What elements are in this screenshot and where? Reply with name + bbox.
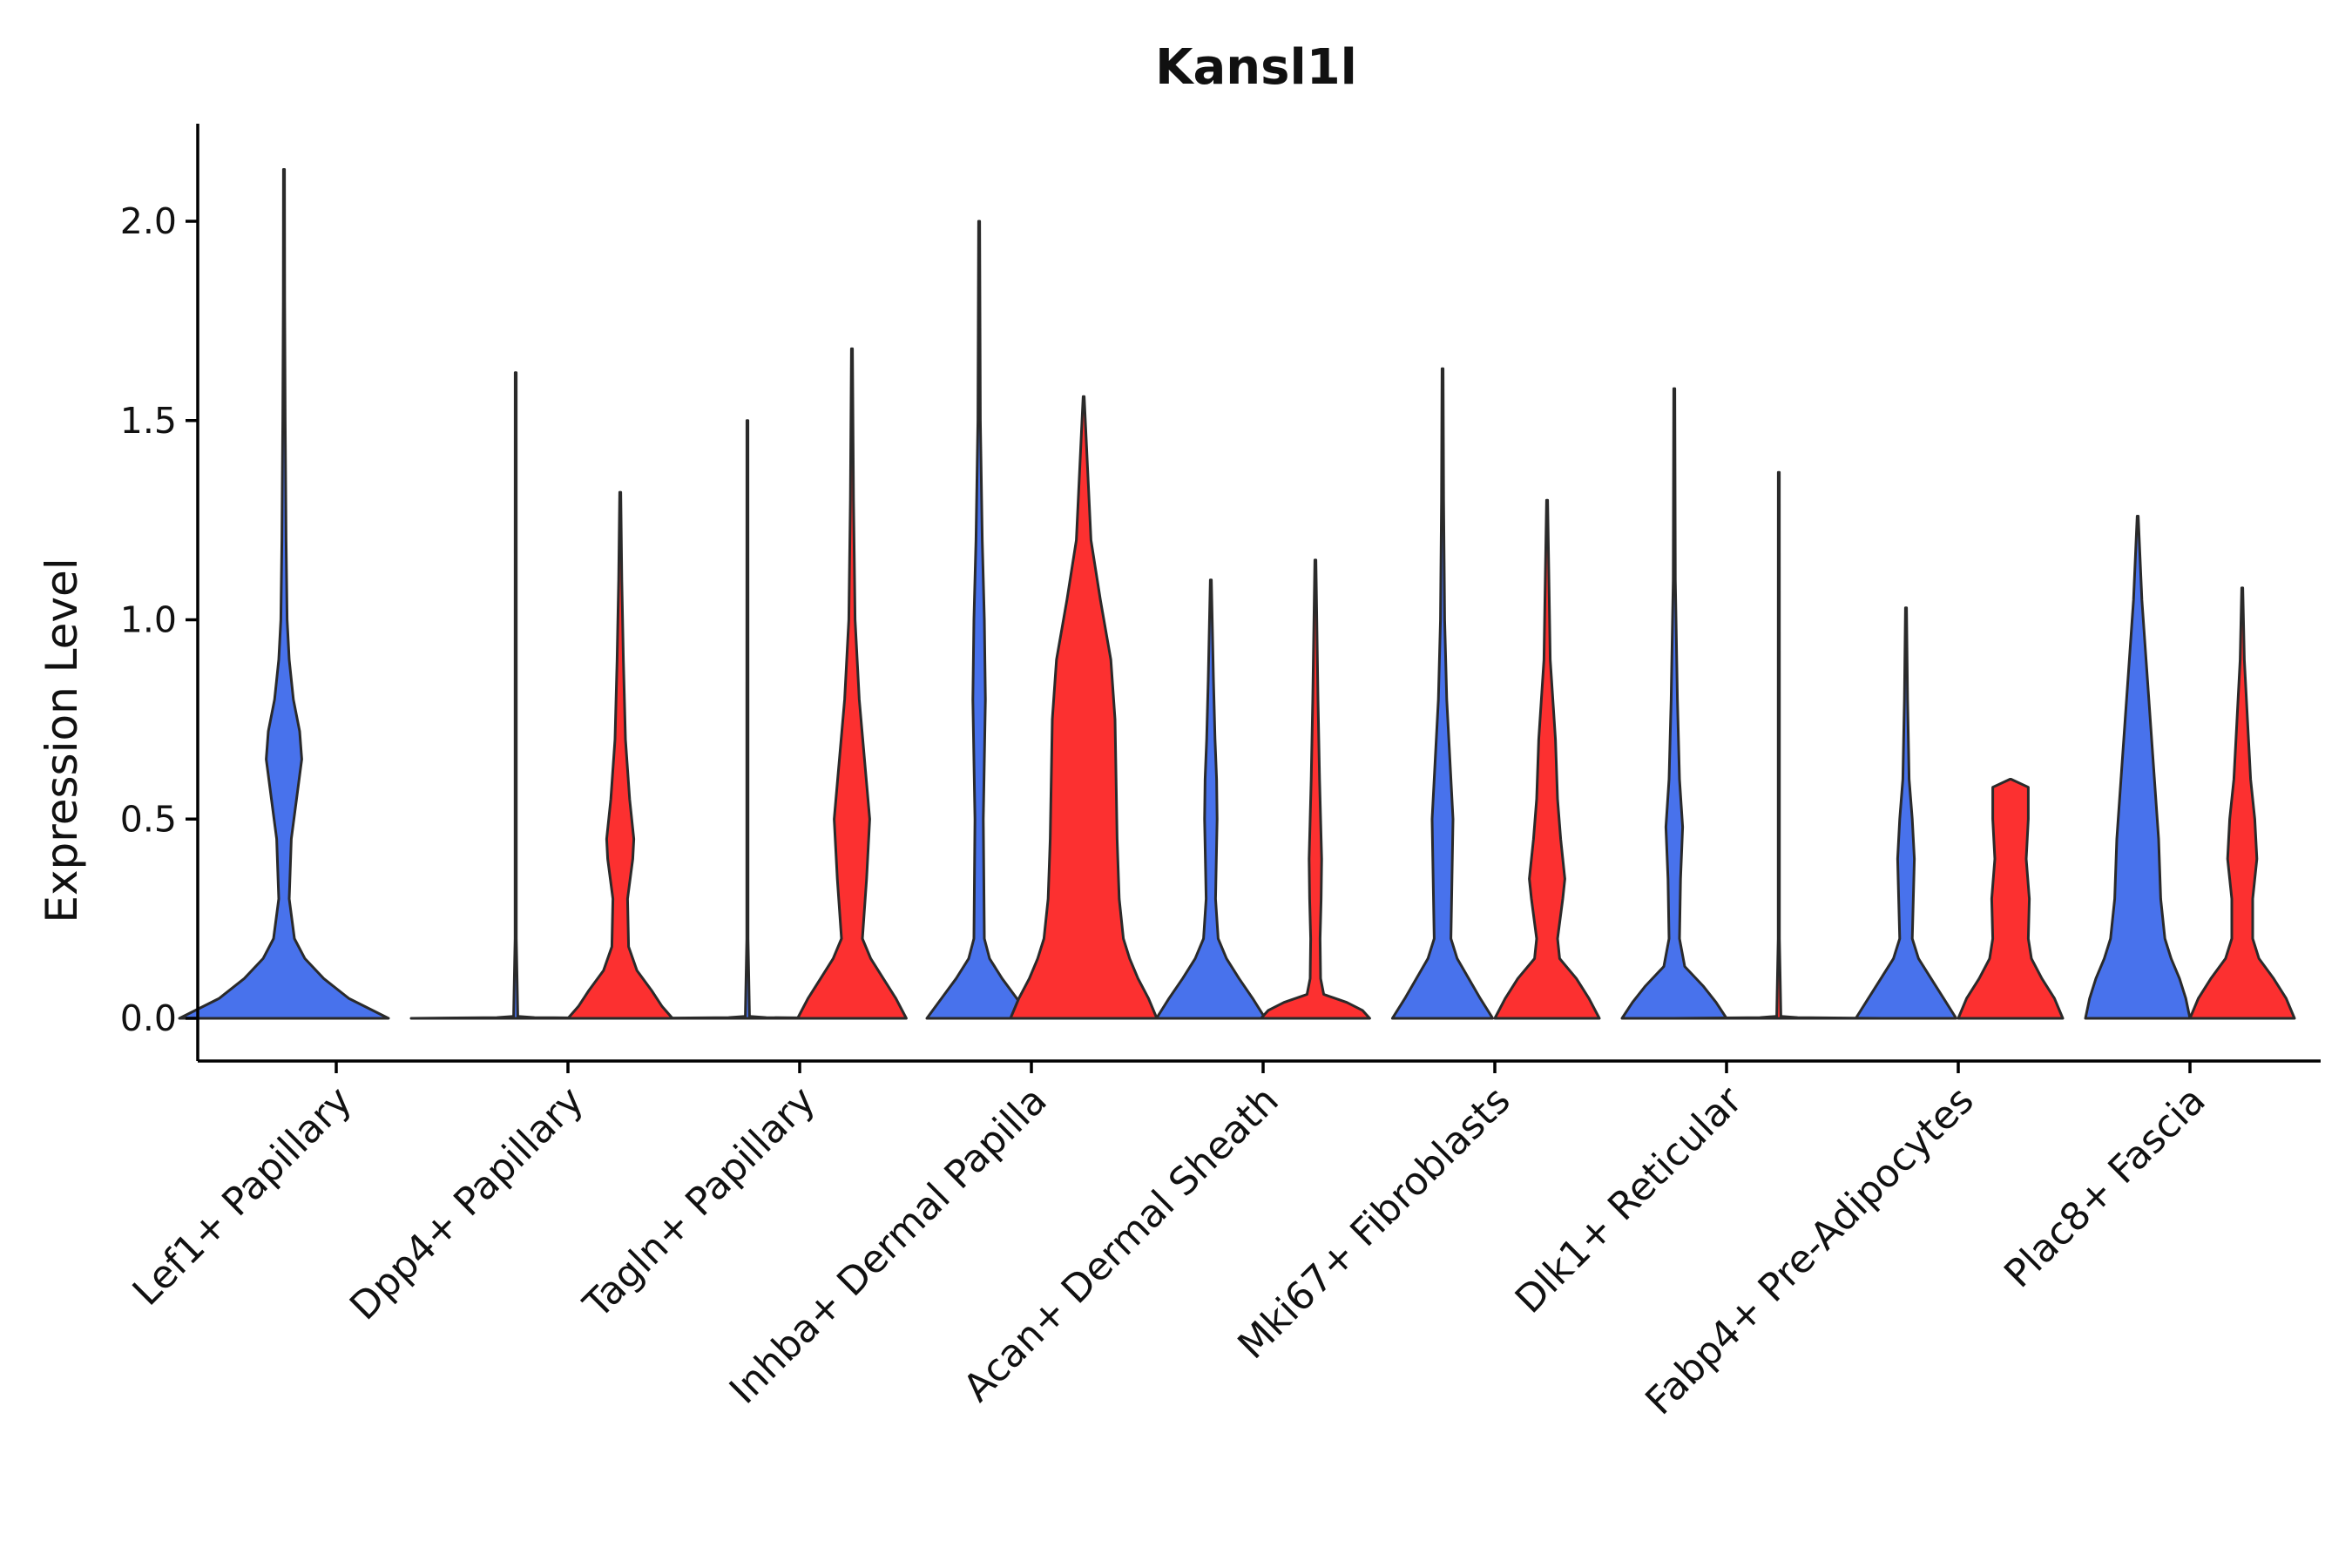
violin-group_b-8 bbox=[1957, 778, 2065, 1020]
chart-title: Kansl1l bbox=[1155, 39, 1357, 96]
violin-group_b-3 bbox=[796, 347, 908, 1020]
y-tick-label: 0.5 bbox=[120, 798, 177, 840]
violin-group_b-7 bbox=[1673, 470, 1885, 1020]
y-tick-label: 1.5 bbox=[120, 400, 177, 442]
x-tick-label: Lef1+ Papillary bbox=[125, 1078, 361, 1315]
violin-group_a-2 bbox=[409, 371, 622, 1020]
y-axis-label: Expression Level bbox=[37, 558, 87, 923]
violin-group_a-5 bbox=[1155, 578, 1267, 1020]
violin-group_b-2 bbox=[566, 490, 674, 1020]
axes bbox=[196, 124, 2321, 1063]
violin-group_a-4 bbox=[925, 220, 1033, 1020]
x-tick-label: Plac8+ Fascia bbox=[1996, 1078, 2214, 1297]
violin-group_a-6 bbox=[1390, 367, 1495, 1020]
y-tick-label: 0.0 bbox=[120, 997, 177, 1039]
violin-group_a-3 bbox=[641, 419, 854, 1020]
x-tick-label: Tagln+ Papillary bbox=[575, 1078, 824, 1328]
y-tick-label: 2.0 bbox=[120, 200, 177, 242]
violin-group_a-1 bbox=[178, 168, 390, 1020]
violin-group_b-9 bbox=[2188, 586, 2296, 1020]
y-ticks: 0.0 0.5 1.0 1.5 2.0 bbox=[120, 200, 198, 1039]
violin-group_a-8 bbox=[1854, 606, 1958, 1020]
x-tick-label: Dpp4+ Papillary bbox=[341, 1078, 592, 1329]
x-tick-label: Dlk1+ Reticular bbox=[1507, 1078, 1752, 1322]
violin-group_a-9 bbox=[2084, 515, 2192, 1020]
violin-group_b-4 bbox=[1009, 395, 1159, 1020]
violin-layer bbox=[178, 168, 2296, 1020]
violin-group_a-7 bbox=[1620, 387, 1728, 1020]
y-tick-label: 1.0 bbox=[120, 599, 177, 641]
violin-group_b-5 bbox=[1260, 558, 1371, 1020]
violin-group_b-6 bbox=[1493, 498, 1601, 1020]
